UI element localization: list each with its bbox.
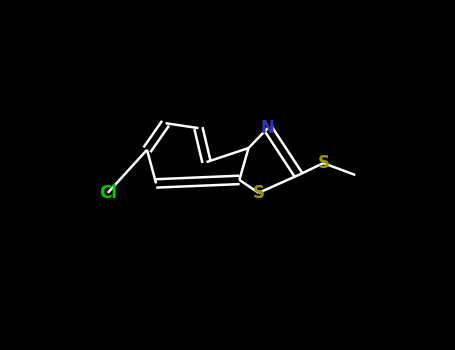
Text: Cl: Cl	[99, 184, 117, 202]
Text: S: S	[253, 184, 265, 202]
Text: N: N	[261, 119, 275, 137]
Text: S: S	[318, 154, 329, 172]
